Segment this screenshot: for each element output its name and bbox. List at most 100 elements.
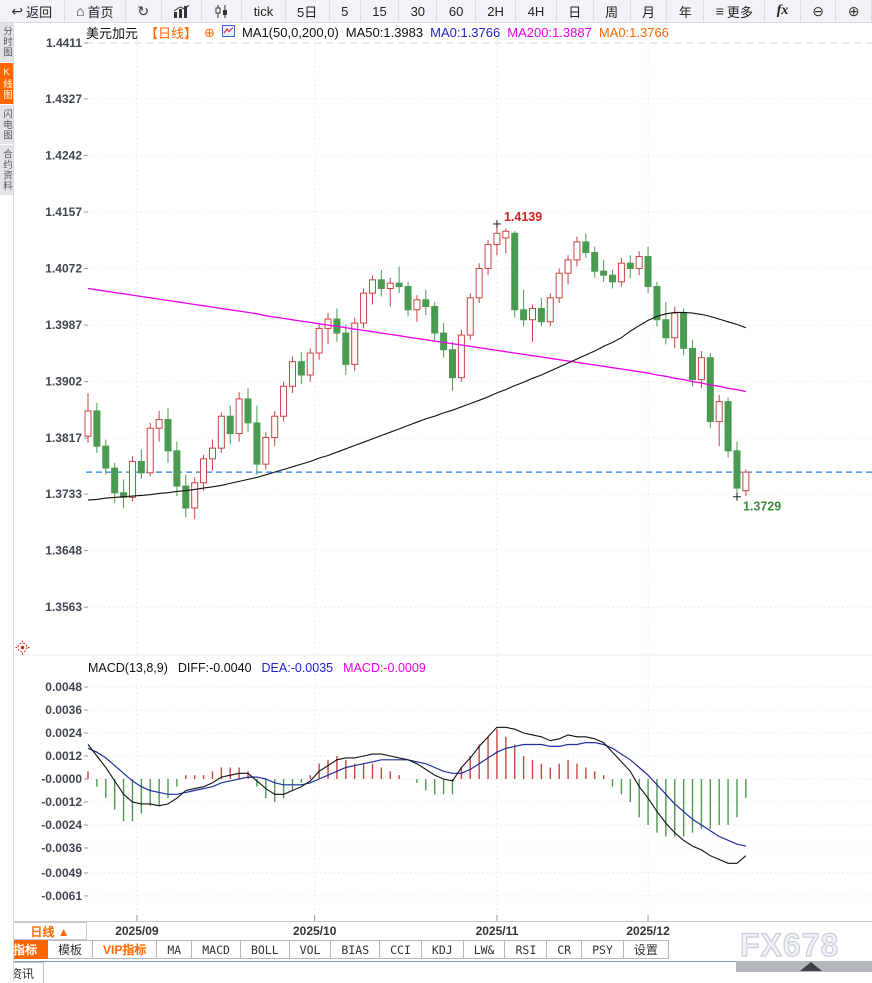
svg-text:1.3729: 1.3729 [743, 500, 781, 514]
refresh-button[interactable]: ↻ [126, 0, 162, 22]
interval-week-button-label: 周 [605, 4, 619, 20]
tab-ma[interactable]: MA [157, 940, 193, 959]
more-button[interactable]: ≡ 更多 [704, 0, 766, 22]
interval-day-button[interactable]: 日 [557, 0, 594, 22]
home-icon: ⌂ [76, 3, 85, 19]
expand-panel-arrow-icon[interactable] [800, 962, 822, 971]
tab-kdj[interactable]: KDJ [421, 940, 464, 959]
macd-panel [87, 726, 747, 864]
svg-text:1.4327: 1.4327 [45, 92, 82, 106]
zoom-in-button[interactable]: ⊕ [836, 0, 872, 22]
back-button[interactable]: ↩ 返回 [0, 0, 65, 22]
svg-text:-0.0012: -0.0012 [41, 795, 82, 809]
home-button-label: 首页 [87, 4, 114, 20]
sidebar-tab-time-share-chart[interactable]: 分时图 [0, 22, 13, 63]
svg-text:2025/09: 2025/09 [115, 924, 159, 938]
tab-cr[interactable]: CR [547, 940, 583, 959]
interval-5d-button-label: 5日 [297, 4, 318, 20]
svg-text:-0.0036: -0.0036 [41, 841, 82, 855]
interval-tick-button-label: tick [253, 3, 274, 19]
interval-5m-button-label: 5 [341, 3, 349, 19]
svg-text:1.3817: 1.3817 [45, 431, 82, 445]
interval-tick-button[interactable]: tick [242, 0, 286, 22]
interval-2h-button-label: 2H [487, 3, 504, 19]
bar-chart-type-icon [173, 4, 190, 18]
more-button-label: 更多 [726, 4, 753, 20]
svg-text:-0.0000: -0.0000 [41, 772, 82, 786]
chart-type-sidebar: 分时图 K线图 闪电图 合约资料 [0, 22, 14, 983]
interval-month-button-label: 月 [641, 4, 655, 20]
tab-boll[interactable]: BOLL [240, 940, 290, 959]
interval-30m-button[interactable]: 30 [399, 0, 438, 22]
bottom-scrollbar[interactable] [736, 961, 872, 972]
mini-chart-icon[interactable] [221, 25, 235, 40]
zoom-in-icon: ⊕ [847, 3, 860, 19]
ma200-value: MA200:1.3887 [507, 25, 592, 40]
svg-text:2025/12: 2025/12 [626, 924, 670, 938]
interval-month-button[interactable]: 月 [631, 0, 668, 22]
tab-psy[interactable]: PSY [582, 940, 624, 959]
period-selector[interactable]: 日线 ▲ [13, 922, 87, 940]
tab-bias[interactable]: BIAS [331, 940, 381, 959]
interval-year-button[interactable]: 年 [667, 0, 705, 22]
interval-15m-button-label: 15 [372, 3, 387, 19]
tab-vip-indicator[interactable]: VIP指标 [93, 940, 158, 959]
dea-line [87, 741, 747, 847]
more-icon: ≡ [715, 3, 724, 19]
tab-lwr[interactable]: LW& [463, 940, 506, 959]
tab-template[interactable]: 模板 [48, 940, 94, 959]
formula-icon: fx [776, 3, 789, 18]
interval-4h-button[interactable]: 4H [516, 0, 557, 22]
interval-15m-button[interactable]: 15 [361, 0, 400, 22]
svg-text:1.3563: 1.3563 [45, 600, 82, 614]
add-indicator-icon[interactable]: ⊕ [204, 24, 215, 40]
tab-vol[interactable]: VOL [289, 940, 332, 959]
svg-text:2025/10: 2025/10 [293, 924, 337, 938]
ma0-orange-value: MA0:1.3766 [598, 25, 669, 40]
macd-panel-icon[interactable] [15, 640, 30, 660]
svg-text:1.4242: 1.4242 [45, 148, 82, 162]
macd-dea-value: DEA:-0.0035 [261, 661, 334, 675]
svg-text:1.4072: 1.4072 [45, 262, 82, 276]
back-icon: ↩ [11, 3, 24, 19]
tab-cci[interactable]: CCI [380, 940, 422, 959]
svg-text:0.0012: 0.0012 [45, 749, 82, 763]
ma0-blue-value: MA0:1.3766 [430, 25, 501, 40]
interval-30m-button-label: 30 [410, 3, 426, 19]
interval-week-button[interactable]: 周 [594, 0, 631, 22]
chart-header: 美元加元 【日线】 ⊕ MA1(50,0,200,0) MA50:1.3983 … [86, 23, 669, 42]
svg-text:1.3648: 1.3648 [45, 544, 82, 558]
formula-button[interactable]: fx [765, 0, 801, 22]
svg-text:2025/11: 2025/11 [476, 924, 519, 938]
ma-settings-label: MA1(50,0,200,0) [241, 25, 339, 40]
svg-text:1.3987: 1.3987 [45, 318, 82, 332]
ma50-value: MA50:1.3983 [345, 25, 424, 40]
back-button-label: 返回 [26, 4, 53, 20]
svg-text:0.0036: 0.0036 [45, 703, 82, 717]
macd-header: MACD(13,8,9) DIFF:-0.0040 DEA:-0.0035 MA… [88, 661, 426, 675]
interval-2h-button[interactable]: 2H [476, 0, 517, 22]
tab-settings[interactable]: 设置 [623, 940, 669, 959]
svg-text:-0.0049: -0.0049 [41, 866, 82, 880]
indicator-tabbar: 指标 模板 VIP指标 MA MACD BOLL VOL BIAS CCI KDJ LW& RSI CR… [2, 940, 669, 959]
home-button[interactable]: ⌂ 首页 [65, 0, 126, 22]
tab-rsi[interactable]: RSI [505, 940, 548, 959]
tab-macd[interactable]: MACD [192, 940, 241, 959]
candle-chart-type-button[interactable] [202, 0, 243, 22]
sidebar-tab-lightning-chart[interactable]: 闪电图 [0, 104, 13, 145]
sidebar-tab-contract-info[interactable]: 合约资料 [0, 145, 13, 196]
sidebar-tab-kline-chart[interactable]: K线图 [0, 62, 13, 105]
svg-text:-0.0024: -0.0024 [41, 818, 82, 832]
interval-60m-button[interactable]: 60 [437, 0, 476, 22]
bar-chart-type-button[interactable] [162, 0, 203, 22]
zoom-out-button[interactable]: ⊖ [801, 0, 837, 22]
interval-year-button-label: 年 [678, 4, 692, 20]
interval-5d-button[interactable]: 5日 [286, 0, 330, 22]
zoom-out-icon: ⊖ [812, 3, 824, 19]
svg-text:1.4139: 1.4139 [504, 210, 542, 224]
svg-text:1.4157: 1.4157 [45, 205, 82, 219]
interval-5m-button[interactable]: 5 [330, 0, 361, 22]
interval-day-button-label: 日 [568, 4, 582, 20]
